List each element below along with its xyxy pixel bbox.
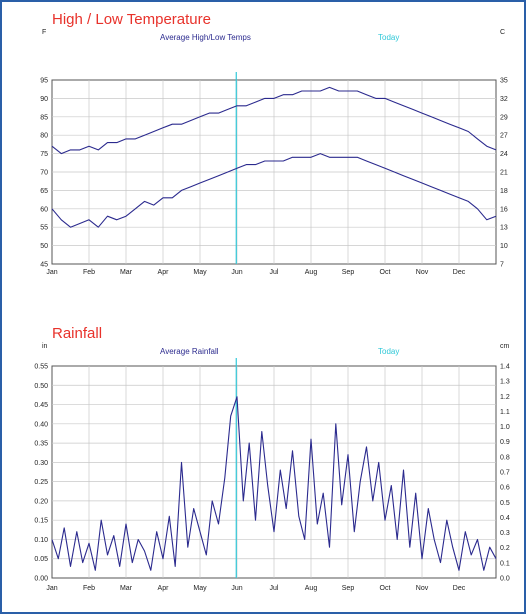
rain-month-label: Jul [270, 585, 279, 592]
rain-right-tick-label: 0.2 [500, 545, 510, 552]
rain-right-tick-label: 1.0 [500, 424, 510, 431]
rain-right-tick-label: 1.4 [500, 364, 510, 371]
temp-left-tick-label: 80 [40, 133, 48, 140]
rain-left-tick-label: 0.05 [34, 556, 48, 563]
temp-left-tick-label: 85 [40, 114, 48, 121]
temp-right-tick-label: 16 [500, 206, 508, 213]
rain-month-label: Mar [120, 585, 133, 592]
temp-month-label: Apr [158, 269, 170, 276]
temp-month-label: Aug [305, 269, 318, 276]
rain-right-tick-label: 1.2 [500, 394, 510, 401]
temp-right-tick-label: 13 [500, 225, 508, 232]
temp-right-tick-label: 24 [500, 151, 508, 158]
rain-right-tick-label: 0.4 [500, 515, 510, 522]
rain-month-label: May [193, 585, 207, 592]
temp-left-tick-label: 75 [40, 151, 48, 158]
temp-month-label: Sep [342, 269, 355, 276]
rain-series-a-line [51, 396, 497, 571]
temp-series-a-line [51, 86, 497, 155]
rain-left-tick-label: 0.55 [34, 364, 48, 371]
rain-month-label: Oct [380, 585, 391, 592]
rain-left-tick-label: 0.25 [34, 479, 48, 486]
rain-right-tick-label: 1.1 [500, 409, 510, 416]
rain-left-tick-label: 0.30 [34, 460, 48, 467]
temp-left-tick-label: 45 [40, 262, 48, 269]
temp-month-label: Jan [46, 269, 57, 276]
temp-left-tick-label: 55 [40, 225, 48, 232]
temp-month-label: Jul [270, 269, 279, 276]
temp-right-tick-label: 32 [500, 96, 508, 103]
rain-left-tick-label: 0.45 [34, 402, 48, 409]
rain-month-label: Feb [83, 585, 95, 592]
rain-left-tick-label: 0.10 [34, 537, 48, 544]
rain-legend-label: Average Rainfall [160, 347, 219, 356]
rain-left-tick-label: 0.35 [34, 441, 48, 448]
temp-left-tick-label: 60 [40, 206, 48, 213]
rain-month-label: Dec [453, 585, 466, 592]
rain-chart-title: Rainfall [52, 325, 102, 342]
temp-month-label: Jun [231, 269, 242, 276]
temp-right-tick-label: 7 [500, 262, 504, 269]
temp-month-label: Oct [380, 269, 391, 276]
rain-month-label: Aug [305, 585, 318, 592]
rain-today-label: Today [378, 347, 399, 356]
rain-month-label: Nov [416, 585, 429, 592]
rain-left-tick-label: 0.15 [34, 518, 48, 525]
temp-right-tick-label: 21 [500, 170, 508, 177]
rain-left-tick-label: 0.00 [34, 576, 48, 583]
temp-left-tick-label: 50 [40, 243, 48, 250]
temp-legend-label: Average High/Low Temps [160, 33, 251, 42]
temp-month-label: Dec [453, 269, 466, 276]
temp-series-b-line [51, 153, 497, 228]
temp-right-tick-label: 27 [500, 133, 508, 140]
temp-month-label: Mar [120, 269, 133, 276]
rain-right-tick-label: 0.7 [500, 470, 510, 477]
temp-month-label: Nov [416, 269, 429, 276]
rain-month-label: Sep [342, 585, 355, 592]
rain-right-tick-label: 0.3 [500, 530, 510, 537]
temp-right-tick-label: 18 [500, 188, 508, 195]
rain-right-tick-label: 0.8 [500, 454, 510, 461]
rain-right-tick-label: 0.6 [500, 485, 510, 492]
rain-month-label: Jun [231, 585, 242, 592]
temp-left-tick-label: 65 [40, 188, 48, 195]
temp-right-unit: C [500, 29, 505, 36]
temp-today-label: Today [378, 33, 399, 42]
rain-right-tick-label: 0.0 [500, 576, 510, 583]
temp-month-label: Feb [83, 269, 95, 276]
rain-left-tick-label: 0.50 [34, 383, 48, 390]
temp-left-tick-label: 70 [40, 170, 48, 177]
temp-right-tick-label: 35 [500, 78, 508, 85]
rain-left-tick-label: 0.20 [34, 498, 48, 505]
temp-right-tick-label: 10 [500, 243, 508, 250]
rain-left-tick-label: 0.40 [34, 421, 48, 428]
rain-right-tick-label: 1.3 [500, 379, 510, 386]
rain-left-unit: in [42, 343, 48, 350]
temp-right-tick-label: 29 [500, 114, 508, 121]
temp-chart-title: High / Low Temperature [52, 11, 211, 28]
temp-left-unit: F [42, 29, 46, 36]
temp-left-tick-label: 95 [40, 78, 48, 85]
rain-month-label: Jan [46, 585, 57, 592]
rain-right-tick-label: 0.1 [500, 560, 510, 567]
rain-right-tick-label: 0.9 [500, 439, 510, 446]
temp-left-tick-label: 90 [40, 96, 48, 103]
rain-right-tick-label: 0.5 [500, 500, 510, 507]
rain-right-unit: cm [500, 343, 510, 350]
temp-month-label: May [193, 269, 207, 276]
rain-month-label: Apr [158, 585, 170, 592]
